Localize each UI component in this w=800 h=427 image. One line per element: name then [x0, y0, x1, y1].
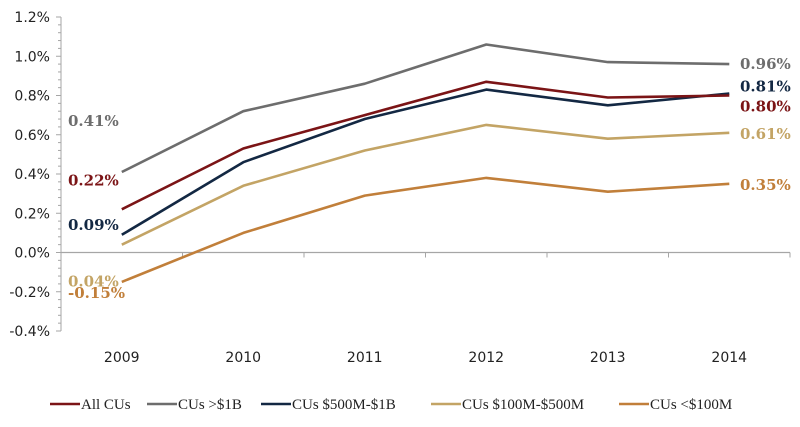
- y-tick-label: 0.6%: [14, 128, 50, 144]
- end-label: 0.96%: [740, 55, 791, 73]
- x-tick-label: 2012: [468, 350, 504, 366]
- legend-label: CUs <$100M: [650, 397, 732, 413]
- end-label: 0.81%: [740, 78, 791, 96]
- start-label: 0.04%: [68, 273, 119, 291]
- start-label: 0.09%: [68, 216, 119, 234]
- series-lines: [121, 43, 730, 284]
- start-label: 0.41%: [68, 112, 119, 130]
- legend: All CUs CUs >$1B CUs $500M-$1B CUs $100M-$5…: [50, 397, 732, 413]
- x-tick-label: 2010: [225, 350, 261, 366]
- y-tick-label: 1.0%: [14, 49, 50, 65]
- start-label: 0.22%: [68, 171, 119, 189]
- data-labels: 0.22% 0.41% 0.09% 0.04%-0.15% 0.80% 0.96% 0.81…: [68, 55, 791, 302]
- legend-label: CUs >$1B: [178, 397, 242, 413]
- series-line-0: [121, 80, 730, 211]
- x-tick-label: 2009: [104, 350, 140, 366]
- y-tick-label: -0.4%: [9, 324, 50, 340]
- x-tick-label: 2011: [347, 350, 383, 366]
- axes: -0.4% -0.2% 0.0% 0.2% 0.4% 0.6% 0.8% 1.0% 1.2% 20…: [9, 10, 791, 366]
- y-tick-label: 0.2%: [14, 206, 50, 222]
- legend-label: All CUs: [81, 397, 131, 413]
- y-tick-label: 0.0%: [14, 246, 50, 262]
- end-label: 0.61%: [740, 125, 791, 143]
- start-label: -0.15%: [68, 284, 125, 302]
- series-line-2: [121, 88, 730, 236]
- x-tick-label: 2014: [711, 350, 747, 366]
- end-label: 0.35%: [740, 176, 791, 194]
- y-tick-label: -0.2%: [9, 285, 50, 301]
- series-line-1: [121, 43, 730, 174]
- series-line-3: [121, 123, 730, 246]
- y-tick-label: 1.2%: [14, 10, 50, 26]
- x-tick-label: 2013: [590, 350, 626, 366]
- legend-label: CUs $500M-$1B: [292, 397, 396, 413]
- y-tick-label: 0.4%: [14, 167, 50, 183]
- end-label: 0.80%: [740, 98, 791, 116]
- series-line-4: [121, 176, 730, 284]
- legend-label: CUs $100M-$500M: [462, 397, 584, 413]
- y-tick-label: 0.8%: [14, 89, 50, 105]
